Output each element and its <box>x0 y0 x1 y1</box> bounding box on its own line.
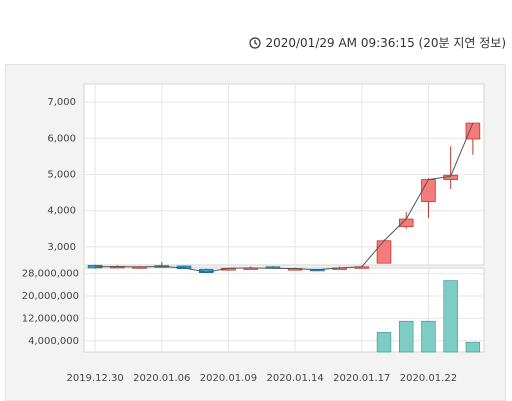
date-tick-label: 2020.01.06 <box>133 373 190 384</box>
timestamp-header: 2020/01/29 AM 09:36:15 (20분 지연 정보) <box>249 34 506 51</box>
date-tick-label: 2020.01.09 <box>200 373 257 384</box>
date-tick-label: 2020.01.17 <box>333 373 390 384</box>
date-tick-label: 2020.01.22 <box>400 373 457 384</box>
volume-tick-label: 28,000,000 <box>22 269 79 280</box>
candlestick-series <box>87 122 481 274</box>
date-tick-label: 2019.12.30 <box>66 373 123 384</box>
date-tick-label: 2020.01.14 <box>266 373 323 384</box>
candle-body <box>376 240 392 264</box>
timestamp-text: 2020/01/29 AM 09:36:15 (20분 지연 정보) <box>265 36 506 50</box>
volume-series <box>376 280 481 353</box>
candle <box>465 122 481 155</box>
price-y-axis: 7,000 6,000 5,000 4,000 3,000 <box>47 97 76 253</box>
volume-bar <box>421 320 436 353</box>
candle-body <box>398 218 414 228</box>
date-x-axis: 2019.12.30 2020.01.06 2020.01.09 2020.01.14… <box>66 373 457 384</box>
price-tick-label: 5,000 <box>47 170 76 181</box>
volume-tick-label: 20,000,000 <box>22 291 79 302</box>
volume-plot-area <box>83 267 485 353</box>
volume-tick-label: 4,000,000 <box>28 336 79 347</box>
price-tick-label: 4,000 <box>47 206 76 217</box>
volume-y-axis: 28,000,000 20,000,000 12,000,000 4,000,000 <box>22 269 79 347</box>
price-tick-label: 3,000 <box>47 242 76 253</box>
volume-bar <box>465 341 481 353</box>
candle-body <box>421 179 436 203</box>
volume-bar <box>376 332 392 353</box>
clock-icon <box>249 36 262 49</box>
price-tick-label: 7,000 <box>47 97 76 108</box>
candle-body <box>465 122 481 140</box>
volume-bar <box>399 320 414 353</box>
candle <box>376 239 392 264</box>
price-tick-label: 6,000 <box>47 133 76 144</box>
volume-bar <box>443 280 458 353</box>
volume-tick-label: 12,000,000 <box>22 313 79 324</box>
close-price-line <box>95 122 474 273</box>
